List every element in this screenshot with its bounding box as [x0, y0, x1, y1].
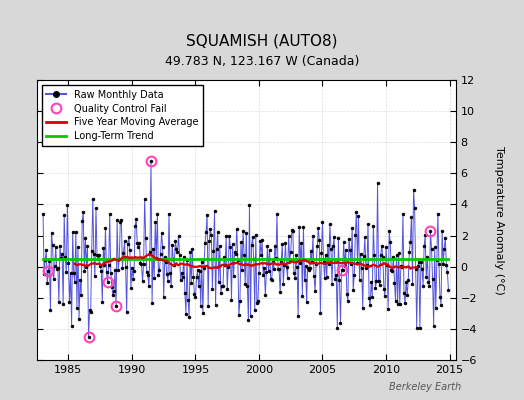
Text: Berkeley Earth: Berkeley Earth	[389, 382, 461, 392]
Text: SQUAMISH (AUTO8): SQUAMISH (AUTO8)	[186, 33, 338, 48]
Legend: Raw Monthly Data, Quality Control Fail, Five Year Moving Average, Long-Term Tren: Raw Monthly Data, Quality Control Fail, …	[41, 85, 203, 146]
Text: 49.783 N, 123.167 W (Canada): 49.783 N, 123.167 W (Canada)	[165, 55, 359, 68]
Y-axis label: Temperature Anomaly (°C): Temperature Anomaly (°C)	[494, 146, 504, 294]
